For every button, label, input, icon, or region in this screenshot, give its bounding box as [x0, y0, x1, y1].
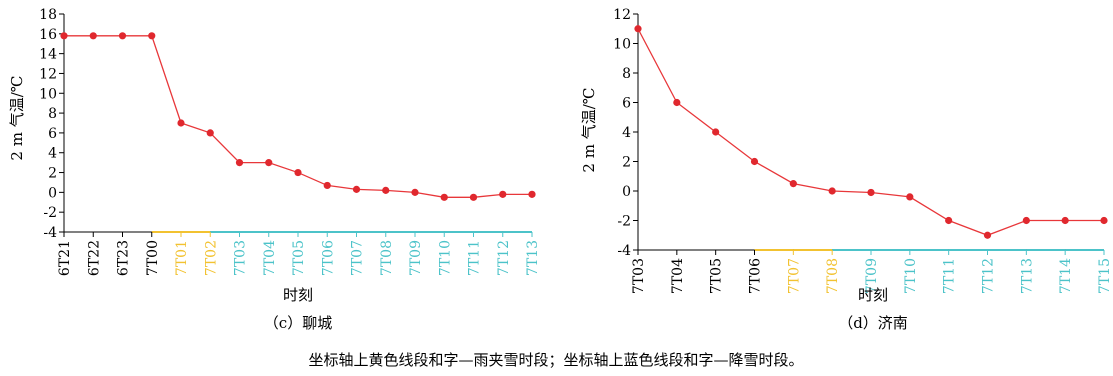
x-tick-label: 7T06 [748, 258, 764, 294]
x-tick-label: 7T15 [1097, 258, 1113, 294]
x-tick-label: 7T14 [1058, 258, 1074, 294]
data-point [528, 190, 536, 198]
x-tick-label: 7T10 [903, 258, 919, 294]
data-point [177, 119, 185, 127]
data-point [382, 186, 390, 194]
chart-jinan: -4 -2 0 2 4 6 8 10 12 7T03 7T04 7T05 7T06 7T07 7T08 7T0… [580, 7, 1113, 332]
data-point [323, 181, 331, 190]
chart-caption: （c）聊城 [264, 314, 332, 332]
y-tick-label: 4 [48, 146, 57, 162]
x-tick-label: 7T07 [350, 240, 366, 276]
y-tick-label: -4 [43, 225, 57, 241]
x-axis-label: 时刻 [858, 286, 888, 304]
data-point [673, 98, 681, 107]
series-line [637, 28, 1104, 236]
chart-caption: （d）济南 [838, 314, 908, 332]
y-axis-label: 2 m 气温/℃ [580, 87, 598, 172]
y-tick-label: 10 [39, 86, 57, 102]
y-tick-label: 0 [48, 185, 57, 201]
y-tick-label: -2 [617, 214, 631, 230]
data-point [148, 32, 156, 40]
data-point [789, 180, 797, 188]
data-point [712, 128, 720, 136]
data-point [294, 168, 302, 177]
x-tick-label: 7T08 [379, 240, 395, 276]
data-point [983, 231, 992, 239]
x-tick-label: 7T13 [1019, 258, 1035, 294]
x-tick-label: 7T12 [981, 258, 997, 294]
figure-note: 坐标轴上黄色线段和字—雨夹雪时段；坐标轴上蓝色线段和字—降雪时段。 [308, 351, 803, 369]
y-tick-label: 0 [622, 184, 631, 200]
x-tick-label: 7T04 [262, 240, 278, 276]
data-point [1022, 216, 1030, 225]
y-tick-label: 4 [622, 125, 631, 141]
x-tick-label: 7T09 [864, 258, 880, 294]
x-tick-label: 7T04 [670, 258, 686, 294]
x-tick-label: 7T03 [233, 240, 249, 276]
data-point [1100, 216, 1108, 225]
x-tick-label: 7T12 [496, 240, 512, 276]
data-point [440, 193, 448, 201]
x-tick-label: 7T09 [408, 240, 424, 276]
y-tick-label: 14 [39, 47, 57, 63]
x-tick-label: 7T08 [825, 258, 841, 294]
x-tick-label: 6T23 [116, 240, 132, 276]
x-tick-label: 7T10 [437, 240, 453, 276]
y-tick-label: 12 [613, 7, 631, 23]
y-tick-label: 16 [39, 27, 57, 43]
y-tick-label: -4 [617, 243, 631, 259]
x-tick-label: 7T00 [145, 240, 161, 276]
x-tick-label: 6T21 [57, 240, 73, 276]
data-point [60, 32, 68, 40]
x-tick-label: 6T22 [86, 240, 102, 276]
y-tick-label: 8 [48, 106, 57, 122]
y-tick-label: 6 [622, 96, 631, 112]
x-tick-label: 7T01 [174, 240, 190, 276]
y-tick-label: 18 [39, 7, 57, 23]
x-tick-label: 7T07 [786, 258, 802, 294]
x-axis-label: 时刻 [283, 286, 313, 304]
data-point [235, 159, 244, 167]
data-point [867, 188, 875, 197]
x-tick-label: 7T05 [709, 258, 725, 294]
x-tick-label: 7T11 [942, 258, 958, 294]
y-axis-label: 2 m 气温/℃ [8, 75, 26, 160]
y-tick-label: 6 [48, 126, 57, 142]
y-tick-label: 12 [39, 66, 57, 82]
data-point [634, 25, 642, 33]
data-point [750, 157, 759, 166]
data-point [828, 187, 836, 195]
data-point [469, 193, 478, 201]
y-tick-label: -2 [43, 205, 57, 221]
x-tick-label: 7T05 [291, 240, 307, 276]
data-point [265, 159, 273, 167]
data-point [206, 129, 214, 137]
y-tick-label: 2 [622, 155, 631, 171]
data-point [499, 190, 507, 198]
chart-liaocheng: -4 -2 0 2 4 6 8 10 12 14 16 18 6T21 6T22 6T23 7T00 7T01 7… [8, 7, 541, 332]
y-tick-label: 2 [48, 166, 57, 182]
y-tick-label: 10 [613, 37, 631, 53]
data-point [1061, 216, 1069, 225]
data-point [352, 185, 361, 193]
x-tick-label: 7T13 [525, 240, 541, 276]
x-tick-label: 7T06 [320, 240, 336, 276]
y-tick-label: 8 [622, 66, 631, 82]
x-tick-label: 7T03 [631, 258, 647, 294]
data-point [906, 193, 914, 201]
x-tick-label: 7T02 [203, 240, 219, 276]
data-point [118, 32, 127, 40]
data-point [411, 188, 419, 196]
data-point [89, 32, 97, 40]
data-point [945, 216, 953, 225]
x-tick-label: 7T11 [467, 240, 483, 276]
